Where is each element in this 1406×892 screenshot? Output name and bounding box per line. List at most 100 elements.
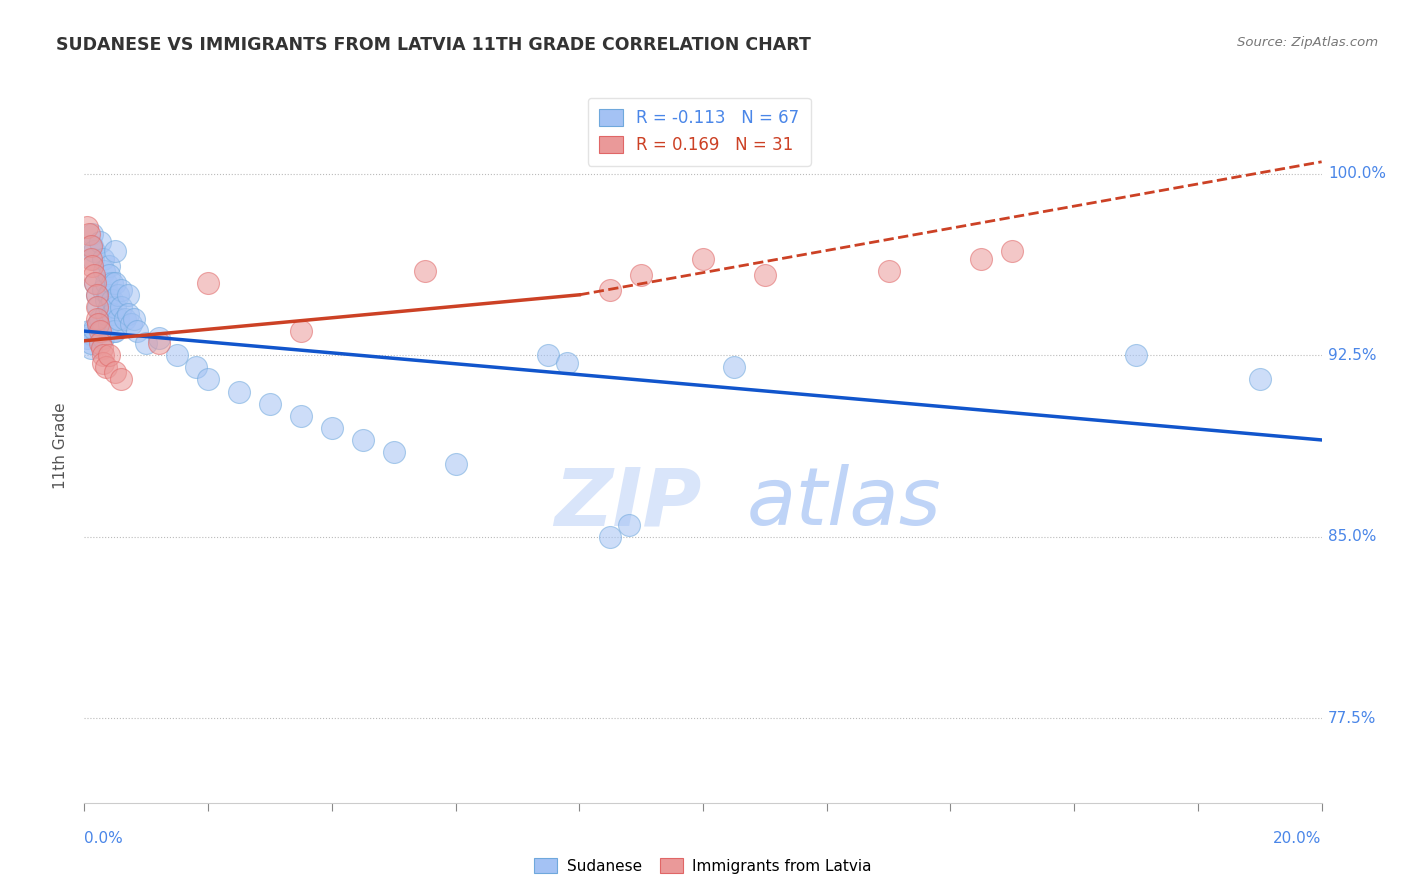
- Point: [83, 244, 105, 259]
- Point: [120, 317, 142, 331]
- Text: 0.0%: 0.0%: [84, 831, 124, 847]
- Point: [80, 259, 103, 273]
- Point: [94, 293, 117, 307]
- Point: [723, 360, 745, 375]
- Point: [94, 307, 117, 321]
- Point: [89, 336, 111, 351]
- Point: [90, 341, 112, 355]
- Point: [117, 288, 139, 302]
- Point: [599, 530, 621, 544]
- Point: [86, 300, 108, 314]
- Point: [107, 312, 129, 326]
- Point: [290, 409, 312, 423]
- Point: [125, 324, 148, 338]
- Point: [754, 268, 776, 283]
- Point: [83, 321, 105, 335]
- Text: atlas: atlas: [747, 464, 941, 542]
- Point: [89, 235, 111, 249]
- Point: [83, 268, 105, 283]
- Point: [1249, 372, 1271, 386]
- Point: [148, 336, 170, 351]
- Point: [114, 312, 136, 326]
- Point: [630, 268, 652, 283]
- Text: 85.0%: 85.0%: [1327, 529, 1376, 544]
- Point: [555, 355, 578, 369]
- Point: [122, 312, 145, 326]
- Point: [110, 300, 132, 314]
- Point: [413, 263, 436, 277]
- Point: [82, 252, 104, 266]
- Point: [80, 227, 103, 242]
- Point: [444, 457, 467, 471]
- Point: [91, 252, 114, 266]
- Point: [76, 220, 98, 235]
- Point: [79, 341, 101, 355]
- Text: 92.5%: 92.5%: [1327, 348, 1376, 363]
- Point: [382, 445, 405, 459]
- Point: [101, 307, 124, 321]
- Point: [1001, 244, 1024, 259]
- Point: [104, 300, 127, 314]
- Point: [98, 288, 121, 302]
- Point: [84, 276, 107, 290]
- Point: [692, 252, 714, 266]
- Point: [197, 276, 219, 290]
- Point: [135, 336, 157, 351]
- Point: [184, 360, 207, 375]
- Point: [1125, 348, 1147, 362]
- Point: [148, 331, 170, 345]
- Text: ZIP: ZIP: [554, 464, 702, 542]
- Point: [166, 348, 188, 362]
- Legend: Sudanese, Immigrants from Latvia: Sudanese, Immigrants from Latvia: [529, 852, 877, 880]
- Point: [90, 324, 112, 338]
- Point: [79, 324, 101, 338]
- Point: [87, 317, 110, 331]
- Point: [104, 276, 127, 290]
- Point: [89, 312, 111, 326]
- Point: [84, 276, 107, 290]
- Point: [86, 288, 108, 302]
- Point: [94, 276, 117, 290]
- Point: [98, 317, 121, 331]
- Point: [98, 348, 121, 362]
- Point: [89, 324, 111, 338]
- Point: [104, 324, 127, 338]
- Point: [79, 252, 101, 266]
- Y-axis label: 11th Grade: 11th Grade: [52, 402, 67, 490]
- Point: [617, 517, 640, 532]
- Point: [76, 331, 98, 345]
- Point: [86, 312, 108, 326]
- Point: [79, 227, 101, 242]
- Point: [87, 300, 110, 314]
- Point: [101, 293, 124, 307]
- Point: [228, 384, 250, 399]
- Point: [91, 355, 114, 369]
- Point: [107, 288, 129, 302]
- Point: [537, 348, 560, 362]
- Point: [79, 336, 101, 351]
- Point: [86, 288, 108, 302]
- Point: [117, 307, 139, 321]
- Point: [352, 433, 374, 447]
- Point: [104, 244, 127, 259]
- Point: [91, 331, 114, 345]
- Point: [101, 276, 124, 290]
- Point: [97, 288, 120, 302]
- Point: [98, 259, 121, 273]
- Point: [79, 239, 101, 253]
- Point: [877, 263, 900, 277]
- Point: [91, 348, 114, 362]
- Text: 77.5%: 77.5%: [1327, 711, 1376, 725]
- Point: [259, 397, 281, 411]
- Point: [82, 239, 104, 253]
- Point: [98, 268, 121, 283]
- Point: [87, 317, 110, 331]
- Point: [110, 372, 132, 386]
- Point: [79, 326, 101, 341]
- Point: [197, 372, 219, 386]
- Point: [93, 263, 115, 277]
- Text: Source: ZipAtlas.com: Source: ZipAtlas.com: [1237, 36, 1378, 49]
- Point: [91, 283, 114, 297]
- Point: [110, 283, 132, 297]
- Point: [98, 300, 121, 314]
